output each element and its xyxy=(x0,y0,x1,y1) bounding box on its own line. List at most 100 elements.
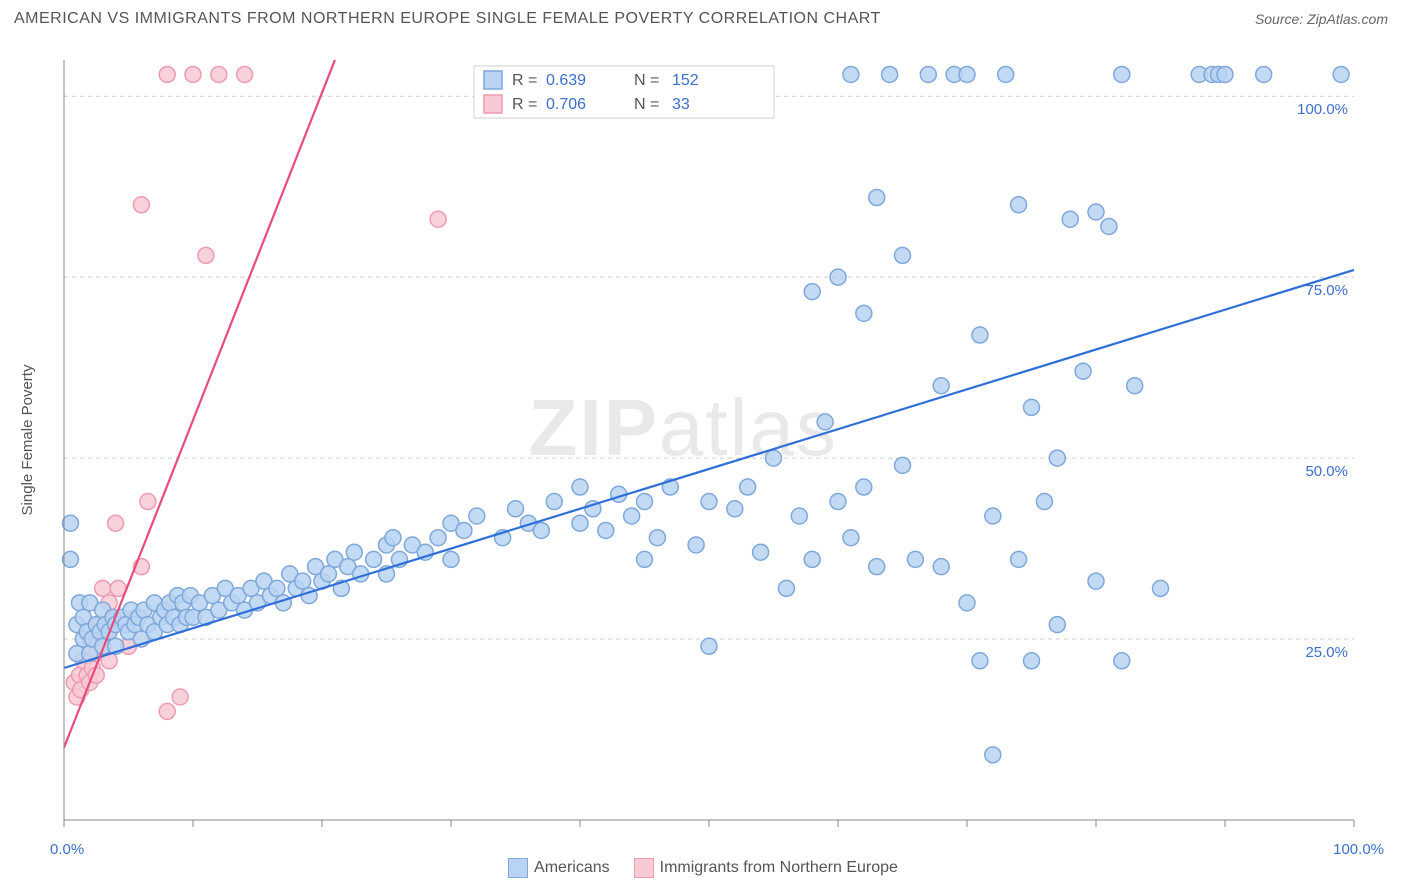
stats-r-label: R = xyxy=(512,72,537,89)
scatter-point xyxy=(791,508,807,524)
scatter-point xyxy=(366,551,382,567)
scatter-point xyxy=(998,66,1014,82)
scatter-point xyxy=(185,66,201,82)
scatter-point xyxy=(1024,653,1040,669)
legend-label: Immigrants from Northern Europe xyxy=(660,859,898,877)
scatter-point xyxy=(1011,197,1027,213)
stats-n-value: 152 xyxy=(672,72,699,89)
scatter-point xyxy=(701,638,717,654)
swatch-icon xyxy=(634,858,654,878)
scatter-point xyxy=(856,305,872,321)
scatter-point xyxy=(907,551,923,567)
y-tick-label: 25.0% xyxy=(1305,644,1348,661)
scatter-point xyxy=(430,530,446,546)
scatter-point xyxy=(895,247,911,263)
scatter-point xyxy=(295,573,311,589)
stats-r-label: R = xyxy=(512,96,537,113)
y-tick-label: 50.0% xyxy=(1305,463,1348,480)
source-text: Source: ZipAtlas.com xyxy=(1255,11,1388,27)
scatter-point xyxy=(385,530,401,546)
scatter-point xyxy=(598,522,614,538)
scatter-point xyxy=(508,501,524,517)
x-axis-max-label: 100.0% xyxy=(1333,841,1384,858)
scatter-point xyxy=(533,522,549,538)
scatter-point xyxy=(572,515,588,531)
stats-r-value: 0.706 xyxy=(546,96,586,113)
scatter-point xyxy=(1114,653,1130,669)
legend-item: Immigrants from Northern Europe xyxy=(634,858,898,878)
scatter-point xyxy=(959,595,975,611)
scatter-point xyxy=(753,544,769,560)
scatter-point xyxy=(211,66,227,82)
scatter-point xyxy=(985,747,1001,763)
scatter-point xyxy=(1333,66,1349,82)
trend-line xyxy=(64,60,335,748)
scatter-point xyxy=(972,327,988,343)
scatter-point xyxy=(804,551,820,567)
scatter-point xyxy=(1011,551,1027,567)
scatter-point xyxy=(108,515,124,531)
scatter-point xyxy=(688,537,704,553)
scatter-point xyxy=(701,494,717,510)
scatter-point xyxy=(1217,66,1233,82)
scatter-point xyxy=(320,566,336,582)
chart-title: AMERICAN VS IMMIGRANTS FROM NORTHERN EUR… xyxy=(14,10,881,28)
scatter-point xyxy=(1101,218,1117,234)
scatter-point xyxy=(972,653,988,669)
scatter-point xyxy=(1062,211,1078,227)
scatter-point xyxy=(843,530,859,546)
scatter-point xyxy=(869,559,885,575)
scatter-point xyxy=(830,269,846,285)
scatter-point xyxy=(830,494,846,510)
scatter-point xyxy=(740,479,756,495)
scatter-point xyxy=(62,551,78,567)
scatter-point xyxy=(1036,494,1052,510)
scatter-point xyxy=(843,66,859,82)
scatter-point xyxy=(882,66,898,82)
scatter-point xyxy=(1049,450,1065,466)
scatter-chart: 25.0%50.0%75.0%100.0%ZIPatlasSingle Fema… xyxy=(14,40,1392,840)
scatter-point xyxy=(624,508,640,524)
scatter-point xyxy=(1088,204,1104,220)
scatter-point xyxy=(469,508,485,524)
scatter-point xyxy=(237,66,253,82)
y-tick-label: 100.0% xyxy=(1297,101,1348,118)
stats-n-label: N = xyxy=(634,72,659,89)
scatter-point xyxy=(817,414,833,430)
scatter-point xyxy=(346,544,362,560)
scatter-point xyxy=(1088,573,1104,589)
scatter-point xyxy=(546,494,562,510)
scatter-point xyxy=(1256,66,1272,82)
swatch-icon xyxy=(484,95,502,113)
scatter-point xyxy=(62,515,78,531)
scatter-point xyxy=(443,551,459,567)
scatter-point xyxy=(1114,66,1130,82)
scatter-point xyxy=(572,479,588,495)
scatter-point xyxy=(920,66,936,82)
scatter-point xyxy=(140,494,156,510)
scatter-point xyxy=(869,190,885,206)
scatter-point xyxy=(933,559,949,575)
scatter-point xyxy=(959,66,975,82)
y-tick-label: 75.0% xyxy=(1305,282,1348,299)
chart-area: 25.0%50.0%75.0%100.0%ZIPatlasSingle Fema… xyxy=(14,40,1392,832)
scatter-point xyxy=(985,508,1001,524)
scatter-point xyxy=(456,522,472,538)
stats-r-value: 0.639 xyxy=(546,72,586,89)
scatter-point xyxy=(637,551,653,567)
scatter-point xyxy=(1049,617,1065,633)
scatter-point xyxy=(1127,378,1143,394)
scatter-point xyxy=(269,580,285,596)
trend-line xyxy=(64,270,1354,668)
scatter-point xyxy=(649,530,665,546)
scatter-point xyxy=(856,479,872,495)
legend-footer: Americans Immigrants from Northern Europe xyxy=(0,858,1406,878)
legend-item: Americans xyxy=(508,858,610,878)
scatter-point xyxy=(727,501,743,517)
scatter-point xyxy=(198,247,214,263)
scatter-point xyxy=(637,494,653,510)
scatter-point xyxy=(159,66,175,82)
watermark: ZIPatlas xyxy=(528,383,837,472)
stats-n-value: 33 xyxy=(672,96,690,113)
scatter-point xyxy=(1075,363,1091,379)
